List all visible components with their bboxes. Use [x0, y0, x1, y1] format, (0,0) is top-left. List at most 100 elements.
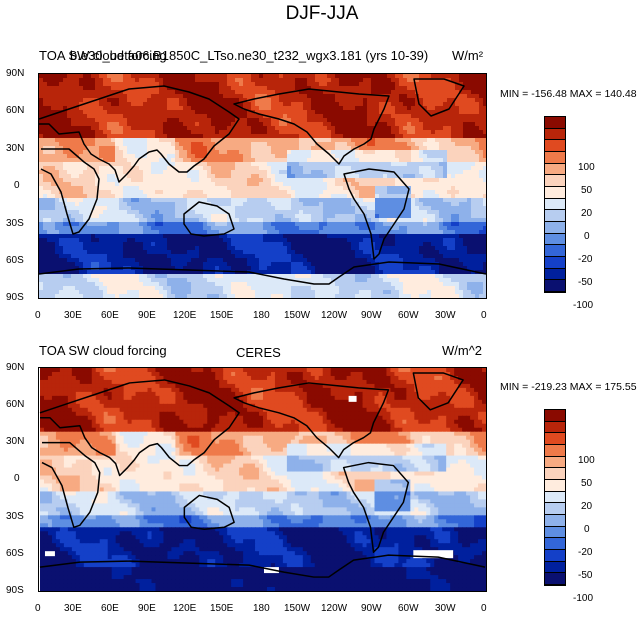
coastline-australia — [183, 494, 235, 531]
colorbar-box — [545, 468, 565, 480]
lat-tick: 60S — [6, 548, 24, 559]
lat-tick: 90N — [6, 68, 25, 79]
lat-tick: 30S — [6, 218, 24, 229]
lat-tick: 30N — [6, 143, 25, 154]
colorbar — [544, 409, 566, 586]
colorbar-box — [545, 503, 565, 515]
colorbar-box — [545, 573, 565, 585]
lat-tick: 90S — [6, 292, 24, 303]
colorbar-label: -20 — [578, 547, 593, 558]
map-plot — [38, 73, 487, 299]
colorbar-box — [545, 480, 565, 492]
colorbar-box — [545, 175, 565, 187]
lat-tick: 0 — [14, 473, 20, 484]
coastline-north-america — [233, 88, 390, 165]
colorbar-box — [545, 257, 565, 269]
colorbar-box — [545, 421, 565, 434]
colorbar-box — [545, 187, 565, 199]
colorbar-box — [545, 198, 565, 211]
colorbar-box — [545, 561, 565, 574]
colorbar-box — [545, 456, 565, 469]
lon-tick: 60W — [398, 603, 419, 614]
lon-tick: 30W — [435, 603, 456, 614]
colorbar-box — [545, 140, 565, 152]
colorbar-box — [545, 538, 565, 550]
lon-tick: 150W — [284, 310, 311, 321]
lon-tick: 60W — [398, 310, 419, 321]
colorbar-label: 100 — [578, 162, 595, 173]
lon-tick: 30E — [64, 603, 82, 614]
field-shading — [39, 74, 486, 298]
lon-tick: 90E — [138, 310, 156, 321]
colorbar-label: -100 — [573, 300, 594, 311]
coastline-greenland — [413, 78, 465, 117]
colorbar-label: 100 — [578, 455, 595, 466]
lon-tick: 0 — [481, 310, 487, 321]
colorbar-box — [545, 128, 565, 141]
colorbar-box — [545, 445, 565, 457]
lon-tick: 30E — [64, 310, 82, 321]
colorbar-box — [545, 515, 565, 527]
lat-tick: 60N — [6, 105, 25, 116]
lon-tick: 180 — [253, 603, 270, 614]
colorbar-label: -20 — [578, 254, 593, 265]
colorbar-label: -50 — [578, 570, 593, 581]
colorbar-box — [545, 245, 565, 257]
colorbar-label: 0 — [584, 231, 590, 242]
lon-tick: 180 — [253, 310, 270, 321]
colorbar-label: 20 — [581, 501, 593, 512]
map-plot — [38, 367, 487, 592]
coastline-africa — [40, 148, 100, 235]
lon-tick: 120E — [173, 310, 197, 321]
lon-tick: 60E — [101, 310, 119, 321]
coastline-eurasia — [39, 85, 240, 183]
lon-tick: 90W — [361, 310, 382, 321]
lon-tick: 150W — [284, 603, 311, 614]
lon-tick: 90W — [361, 603, 382, 614]
colorbar-label: 20 — [581, 208, 593, 219]
lon-tick: 0 — [35, 603, 41, 614]
panel-center-title: CERES — [236, 345, 281, 360]
lat-tick: 30N — [6, 436, 25, 447]
colorbar-box — [545, 268, 565, 281]
panel-left-title: TOA SW cloud forcing — [39, 343, 167, 358]
colorbar-box — [545, 210, 565, 222]
coastline-eurasia — [39, 379, 240, 477]
coastline-antarctica — [39, 554, 486, 578]
lon-tick: 60E — [101, 603, 119, 614]
coastlines — [39, 78, 486, 285]
colorbar-box — [545, 410, 565, 422]
colorbar-box — [545, 526, 565, 539]
panel-center-title: b.e30_beta06.B1850C_LTso.ne30_t232_wgx3.… — [70, 48, 429, 63]
lon-tick: 0 — [481, 603, 487, 614]
lon-tick: 120W — [321, 310, 348, 321]
colorbar-label: 50 — [581, 185, 593, 196]
colorbar-box — [545, 117, 565, 129]
coastlines — [39, 372, 486, 578]
colorbar-box — [545, 233, 565, 246]
coastline-greenland — [412, 372, 464, 411]
panel-stats: MIN = -156.48 MAX = 140.48 — [500, 88, 637, 100]
lat-tick: 60N — [6, 399, 25, 410]
colorbar-box — [545, 152, 565, 164]
colorbar-box — [545, 163, 565, 176]
lat-tick: 0 — [14, 180, 20, 191]
coastline-south-america — [342, 461, 410, 553]
colorbar-label: 50 — [581, 478, 593, 489]
lon-tick: 150E — [210, 310, 234, 321]
panel-stats: MIN = -219.23 MAX = 175.55 — [500, 381, 637, 393]
colorbar-label: -100 — [573, 593, 594, 604]
colorbar-box — [545, 222, 565, 234]
coastline-australia — [183, 201, 235, 237]
figure-title: DJF-JJA — [285, 3, 359, 24]
colorbar-box — [545, 491, 565, 504]
colorbar-label: -50 — [578, 277, 593, 288]
colorbar-label: 0 — [584, 524, 590, 535]
lon-tick: 120E — [173, 603, 197, 614]
lat-tick: 60S — [6, 255, 24, 266]
colorbar-box — [545, 280, 565, 292]
lat-tick: 90S — [6, 585, 24, 596]
colorbar — [544, 116, 566, 293]
panel-left-title: TOA SW cloud forcing — [39, 48, 167, 63]
colorbar-box — [545, 550, 565, 562]
